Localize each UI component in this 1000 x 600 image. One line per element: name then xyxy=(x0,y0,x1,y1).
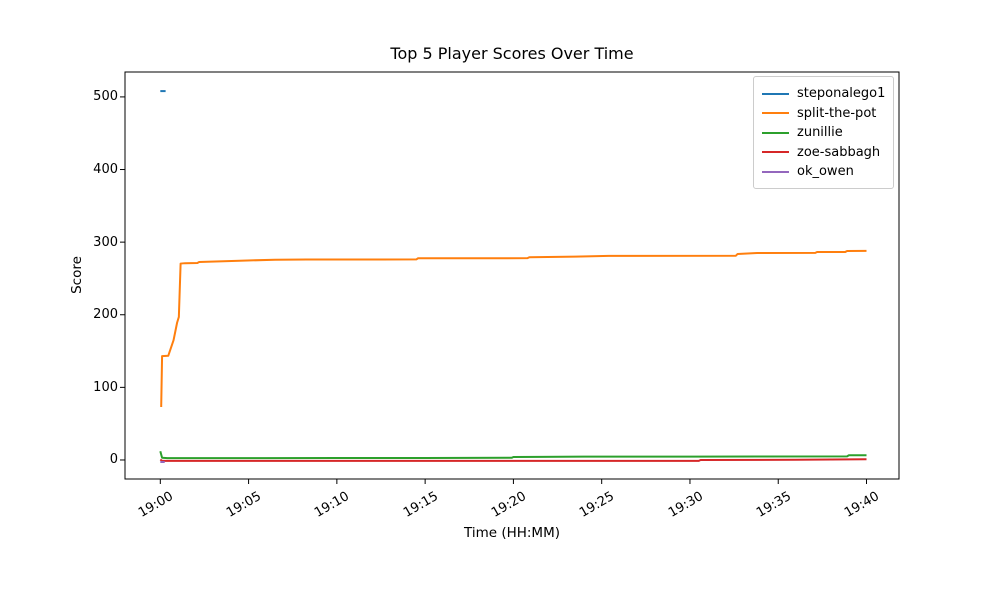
legend-item-steponalego1: steponalego1 xyxy=(762,84,886,104)
y-tick-label: 100 xyxy=(93,379,118,395)
y-tick-label: 500 xyxy=(93,89,118,105)
legend-line-sample-icon xyxy=(762,170,789,173)
y-tick-label: 300 xyxy=(93,234,118,250)
legend-label: ok_owen xyxy=(797,164,854,180)
x-axis-label: Time (HH:MM) xyxy=(463,525,560,541)
legend-item-ok_owen: ok_owen xyxy=(762,162,884,182)
legend-item-zoe-sabbagh: zoe-sabbagh xyxy=(762,143,884,163)
legend-label: zunillie xyxy=(797,125,843,141)
axes-frame xyxy=(124,71,900,480)
legend-label: zoe-sabbagh xyxy=(797,144,881,160)
legend-line-sample-icon xyxy=(762,112,789,115)
legend-line-sample-icon xyxy=(762,92,789,95)
legend-label: split-the-pot xyxy=(797,105,877,121)
series-line-zoe-sabbagh xyxy=(159,458,867,462)
y-axis-label: Score xyxy=(69,256,85,294)
y-tick-label: 200 xyxy=(93,307,118,323)
series-line-zunillie xyxy=(159,450,867,460)
legend-box: steponalego1 split-the-pot zunillie zoe-sab… xyxy=(753,76,894,189)
y-tick-label: 400 xyxy=(93,162,118,178)
chart-title: Top 5 Player Scores Over Time xyxy=(390,44,634,63)
legend-item-split-the-pot: split-the-pot xyxy=(762,104,884,124)
legend-label: steponalego1 xyxy=(797,86,886,102)
y-tick-label: 0 xyxy=(109,452,118,468)
legend-item-zunillie: zunillie xyxy=(762,123,884,143)
legend-line-sample-icon xyxy=(762,131,789,134)
series-line-split-the-pot xyxy=(160,249,867,407)
legend-line-sample-icon xyxy=(762,151,789,154)
